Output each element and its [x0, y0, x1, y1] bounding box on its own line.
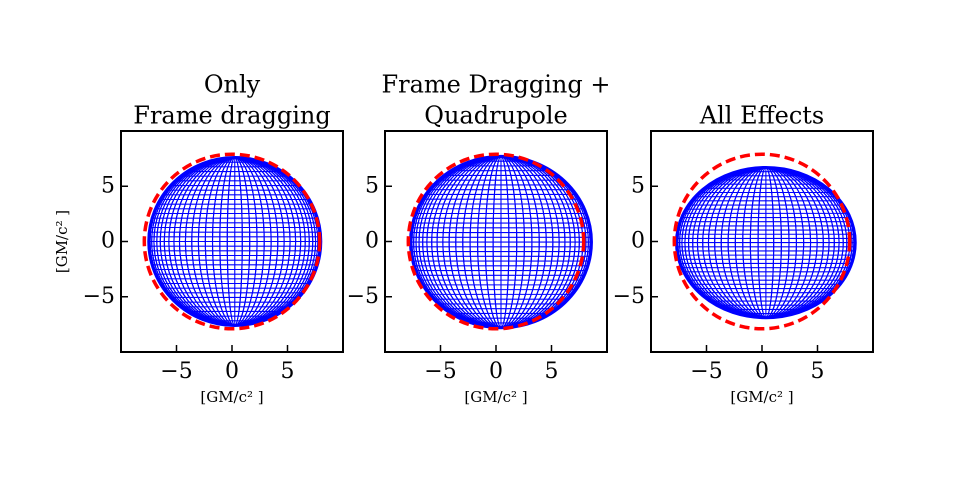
- x-axis-label: [GM/c² ]: [464, 388, 527, 406]
- y-tick-label: 0: [101, 229, 115, 254]
- y-tick-label: −5: [613, 284, 645, 309]
- mesh-meridian: [469, 156, 533, 328]
- mesh-meridian: [448, 156, 554, 328]
- panel-title: All Effects: [699, 102, 825, 130]
- y-tick-label: 0: [365, 229, 379, 254]
- mesh-meridian: [168, 157, 302, 326]
- mesh-meridian: [413, 156, 589, 328]
- mesh-meridian: [692, 167, 840, 318]
- mesh-meridian: [720, 167, 812, 318]
- y-tick-label: 5: [631, 173, 645, 198]
- mesh-meridian: [742, 167, 790, 318]
- mesh-meridian: [727, 167, 805, 318]
- x-tick-label: 0: [755, 359, 769, 384]
- panel-title: Only: [204, 71, 261, 99]
- mesh-meridian: [159, 157, 310, 326]
- panel: −5 0 5 −5 0 5 All Effects [GM/c² ]: [613, 102, 874, 406]
- mesh-meridian: [151, 157, 319, 326]
- mesh-meridian: [163, 157, 306, 326]
- x-tick-label: −5: [424, 359, 456, 384]
- y-tick-label: 5: [101, 173, 115, 198]
- y-tick-label: −5: [83, 284, 115, 309]
- reference-circle: [672, 152, 852, 331]
- mesh-meridian: [702, 167, 830, 318]
- x-tick-label: 5: [281, 359, 295, 384]
- mesh-meridian: [197, 157, 272, 326]
- x-axis-label: [GM/c² ]: [200, 388, 263, 406]
- panel: −5 0 5 −5 0 5 Frame Dragging + Quadrupole [GM/c²…: [347, 71, 611, 407]
- y-tick-label: 5: [365, 173, 379, 198]
- x-axis-label: [GM/c² ]: [730, 388, 793, 406]
- mesh-meridian: [431, 156, 571, 328]
- mesh-meridian: [204, 157, 265, 326]
- mesh-meridian: [757, 167, 775, 318]
- mesh-meridian: [684, 167, 848, 318]
- mesh-meridian: [184, 157, 285, 326]
- reference-circle: [142, 152, 322, 331]
- x-tick-label: −5: [160, 359, 192, 384]
- mesh-meridian: [679, 167, 853, 318]
- y-axis-label: [GM/c² ]: [53, 210, 71, 273]
- x-tick-label: 0: [489, 359, 503, 384]
- mesh-meridian: [211, 157, 258, 326]
- mesh-meridian: [707, 167, 824, 318]
- x-tick-label: 0: [225, 359, 239, 384]
- mesh-meridian: [219, 157, 251, 326]
- mesh-meridian: [422, 156, 580, 328]
- mesh-meridian: [492, 156, 510, 328]
- x-tick-label: −5: [690, 359, 722, 384]
- panel-title: Quadrupole: [424, 102, 567, 130]
- mesh-meridian: [462, 156, 540, 328]
- y-tick-label: −5: [347, 284, 379, 309]
- shadow-edge: [409, 154, 593, 330]
- y-tick-label: 0: [631, 229, 645, 254]
- mesh: [148, 157, 321, 326]
- mesh-meridian: [426, 156, 576, 328]
- mesh-meridian: [749, 167, 782, 318]
- mesh-meridian: [436, 156, 566, 328]
- mesh-meridian: [455, 156, 547, 328]
- mesh-meridian: [477, 156, 525, 328]
- mesh-meridian: [484, 156, 518, 328]
- shadow-edge: [675, 165, 857, 320]
- panel-title: Frame dragging: [133, 102, 330, 130]
- mesh-meridian: [156, 157, 314, 326]
- mesh-meridian: [442, 156, 560, 328]
- mesh-meridian: [178, 157, 291, 326]
- reference-circle: [406, 152, 586, 331]
- panel: −5 0 5 −5 0 5 Only Frame dragging [GM/c² ] [GM/c²…: [53, 71, 344, 406]
- mesh-meridian: [415, 156, 587, 328]
- mesh-meridian: [191, 157, 279, 326]
- panel-title: Frame Dragging +: [381, 71, 610, 99]
- x-tick-label: 5: [811, 359, 825, 384]
- mesh-meridian: [696, 167, 835, 318]
- x-tick-label: 5: [545, 359, 559, 384]
- mesh-meridian: [173, 157, 297, 326]
- mesh-meridian: [714, 167, 818, 318]
- mesh-meridian: [226, 157, 243, 326]
- mesh-meridian: [734, 167, 797, 318]
- mesh-meridian: [153, 157, 317, 326]
- mesh-meridian: [687, 167, 844, 318]
